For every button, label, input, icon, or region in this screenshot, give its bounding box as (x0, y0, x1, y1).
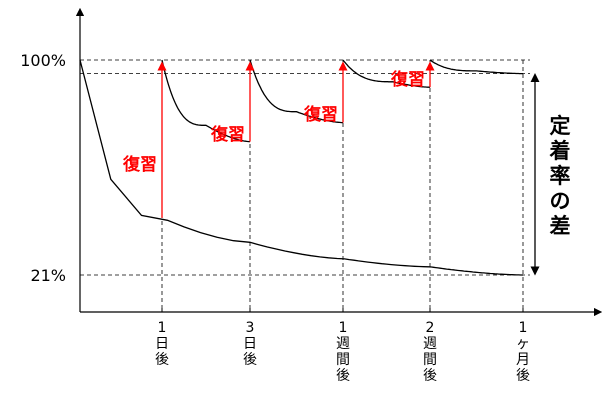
x-tick-label: 1 週間後 (336, 320, 350, 384)
curves (79, 59, 523, 276)
curve-1 (161, 59, 250, 143)
review-label: 復習 (122, 154, 157, 175)
y-tick-label: 100% (20, 51, 66, 70)
gap-label: 定着率の差 (549, 114, 571, 238)
axes (75, 7, 603, 317)
x-tick-labels: 1 日後 3 日後 1 週間後 2 週間後 1 ヶ月後 (155, 320, 530, 384)
x-tick-label: 1 日後 (155, 320, 169, 368)
curve-3 (342, 59, 430, 88)
review-label: 復習 (390, 69, 425, 90)
review-label: 復習 (303, 104, 338, 125)
x-tick-label: 3 日後 (243, 320, 257, 368)
retention-gap: 定着率の差 (530, 73, 571, 276)
curve-2 (249, 59, 343, 124)
review-label: 復習 (210, 124, 245, 145)
curve-4 (429, 59, 523, 75)
x-tick-label: 2 週間後 (423, 320, 437, 384)
curve-0 (79, 59, 523, 276)
y-tick-label: 21% (30, 266, 66, 285)
guide-lines (80, 59, 530, 312)
x-tick-label: 1 ヶ月後 (516, 320, 530, 384)
y-tick-labels: 100% 21% (20, 51, 66, 285)
